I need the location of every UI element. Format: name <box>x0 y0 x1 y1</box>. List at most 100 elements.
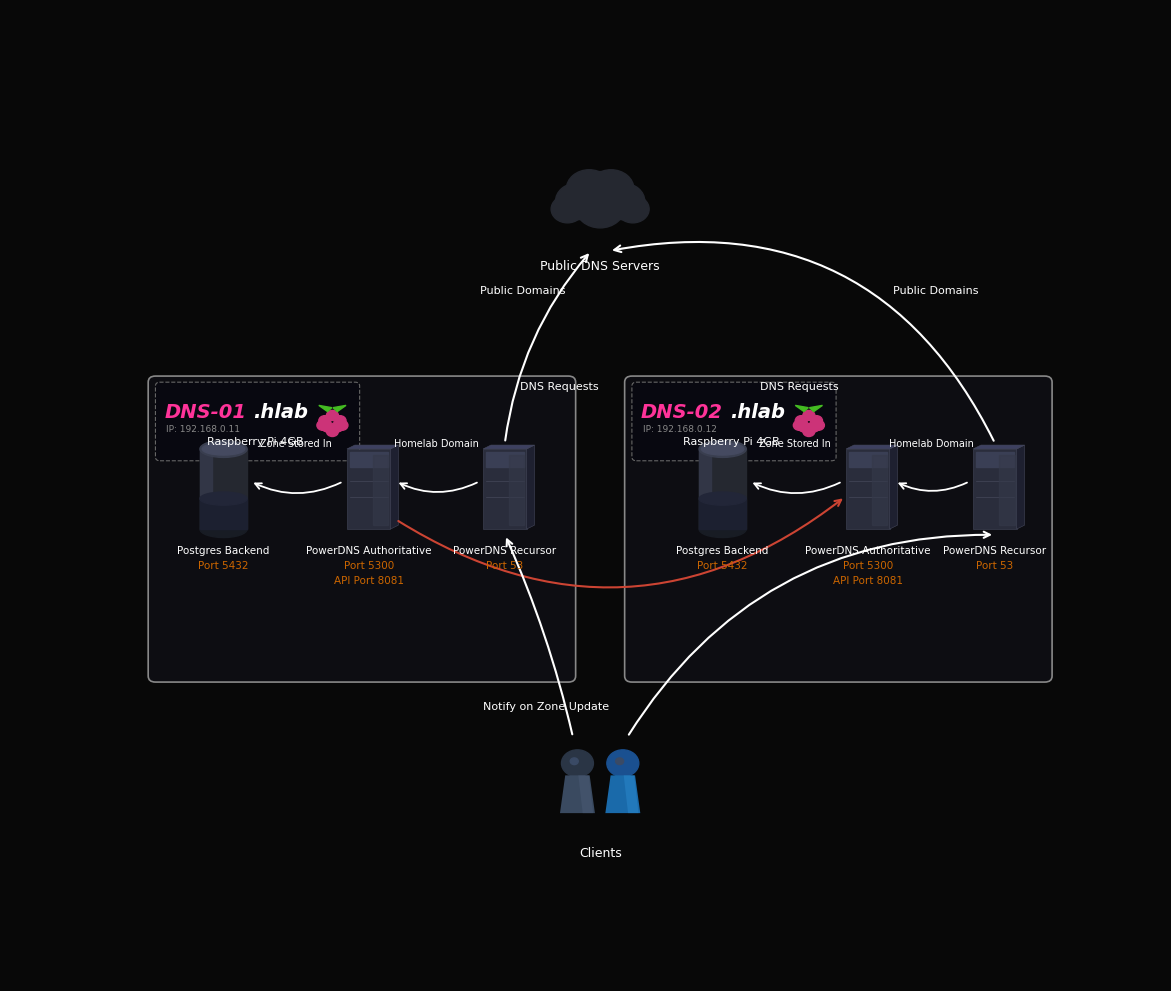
Circle shape <box>327 410 338 420</box>
Circle shape <box>336 420 348 430</box>
Text: Postgres Backend: Postgres Backend <box>177 546 269 556</box>
Text: Public DNS Servers: Public DNS Servers <box>540 260 660 274</box>
Bar <box>509 455 525 525</box>
Text: Port 5300: Port 5300 <box>843 561 893 571</box>
FancyBboxPatch shape <box>156 383 359 461</box>
Text: PowerDNS Authoritative: PowerDNS Authoritative <box>306 546 431 556</box>
Text: Zone Stored In: Zone Stored In <box>759 439 831 449</box>
Circle shape <box>601 183 645 220</box>
Text: Public Domains: Public Domains <box>893 286 979 296</box>
Bar <box>699 498 746 529</box>
Ellipse shape <box>200 493 247 505</box>
Polygon shape <box>624 775 638 814</box>
Circle shape <box>793 420 806 430</box>
Circle shape <box>813 420 824 430</box>
Polygon shape <box>347 445 398 449</box>
Circle shape <box>797 422 810 432</box>
Text: Zone Stored In: Zone Stored In <box>260 439 333 449</box>
Bar <box>200 449 247 529</box>
Text: PowerDNS Authoritative: PowerDNS Authoritative <box>806 546 931 556</box>
Circle shape <box>570 758 578 765</box>
Text: .hlab: .hlab <box>730 403 785 422</box>
Text: Port 5432: Port 5432 <box>698 561 748 571</box>
Bar <box>699 449 746 529</box>
Bar <box>999 455 1014 525</box>
Bar <box>699 449 711 529</box>
Circle shape <box>570 171 630 222</box>
Ellipse shape <box>701 443 744 455</box>
Circle shape <box>552 195 584 223</box>
Circle shape <box>327 426 338 436</box>
FancyBboxPatch shape <box>149 376 576 682</box>
Circle shape <box>616 195 649 223</box>
Polygon shape <box>847 449 890 529</box>
Circle shape <box>588 169 634 208</box>
Bar <box>200 498 247 529</box>
Circle shape <box>322 422 334 432</box>
Bar <box>486 452 523 467</box>
Circle shape <box>555 183 600 220</box>
Polygon shape <box>847 445 897 449</box>
Text: IP: 192.168.0.12: IP: 192.168.0.12 <box>643 425 717 434</box>
Ellipse shape <box>203 443 245 455</box>
Text: DNS-01: DNS-01 <box>164 403 247 422</box>
Polygon shape <box>890 445 897 529</box>
Text: Port 5432: Port 5432 <box>198 561 248 571</box>
Text: Postgres Backend: Postgres Backend <box>677 546 769 556</box>
Text: DNS Requests: DNS Requests <box>520 382 598 391</box>
Text: DNS Requests: DNS Requests <box>760 382 840 391</box>
Polygon shape <box>973 449 1016 529</box>
Bar <box>200 449 212 529</box>
FancyBboxPatch shape <box>624 376 1052 682</box>
FancyBboxPatch shape <box>632 383 836 461</box>
Bar <box>975 452 1014 467</box>
Polygon shape <box>560 775 595 814</box>
Polygon shape <box>809 405 822 411</box>
Circle shape <box>319 415 330 426</box>
Polygon shape <box>795 405 808 411</box>
Ellipse shape <box>699 520 746 537</box>
Polygon shape <box>347 449 390 529</box>
Text: Port 5300: Port 5300 <box>343 561 393 571</box>
Polygon shape <box>390 445 398 529</box>
Text: IP: 192.168.0.11: IP: 192.168.0.11 <box>166 425 240 434</box>
Circle shape <box>567 169 612 208</box>
Text: Port 53: Port 53 <box>977 561 1014 571</box>
Circle shape <box>317 420 329 430</box>
Text: PowerDNS Recursor: PowerDNS Recursor <box>944 546 1047 556</box>
Polygon shape <box>1016 445 1025 529</box>
Bar <box>374 455 389 525</box>
Polygon shape <box>527 445 534 529</box>
Polygon shape <box>605 775 641 814</box>
Circle shape <box>808 422 820 432</box>
Text: Public Domains: Public Domains <box>480 286 566 296</box>
Text: Raspberry Pi 4GB: Raspberry Pi 4GB <box>684 437 780 447</box>
Circle shape <box>334 415 347 426</box>
Text: .hlab: .hlab <box>253 403 308 422</box>
Text: Clients: Clients <box>578 847 622 860</box>
Ellipse shape <box>200 440 247 458</box>
Ellipse shape <box>699 440 746 458</box>
Text: Notify on Zone Update: Notify on Zone Update <box>482 703 609 713</box>
Circle shape <box>803 426 815 436</box>
Polygon shape <box>484 449 527 529</box>
Polygon shape <box>333 405 347 411</box>
Polygon shape <box>578 775 594 814</box>
Bar <box>849 452 886 467</box>
Bar <box>350 452 388 467</box>
Text: Port 53: Port 53 <box>486 561 523 571</box>
Polygon shape <box>973 445 1025 449</box>
Polygon shape <box>319 405 331 411</box>
Text: Homelab Domain: Homelab Domain <box>889 439 974 449</box>
Ellipse shape <box>200 520 247 537</box>
Circle shape <box>576 186 624 228</box>
Text: Raspberry Pi 4GB: Raspberry Pi 4GB <box>207 437 303 447</box>
Circle shape <box>331 422 343 432</box>
Bar <box>872 455 888 525</box>
Circle shape <box>561 750 594 777</box>
Circle shape <box>795 415 807 426</box>
Ellipse shape <box>699 493 746 505</box>
Polygon shape <box>484 445 534 449</box>
Text: API Port 8081: API Port 8081 <box>334 577 404 587</box>
Circle shape <box>810 415 822 426</box>
